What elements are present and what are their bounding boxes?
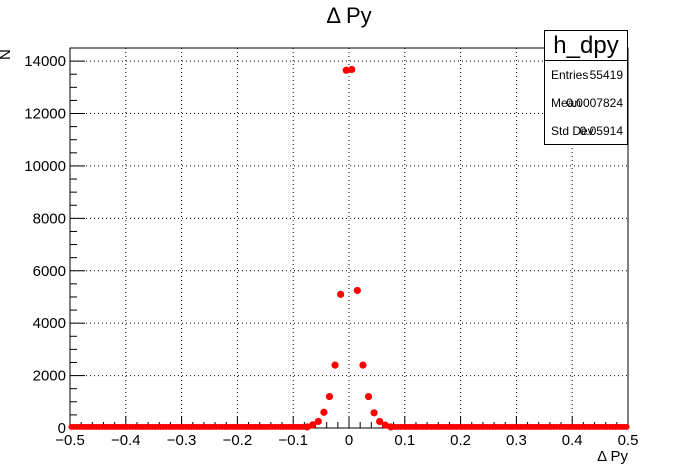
stats-stddev-value: 0.05914 [579, 124, 623, 138]
stats-entries-label: Entries [551, 68, 589, 82]
data-point [387, 423, 395, 431]
y-tick-label: 2000 [33, 368, 66, 385]
x-tick-label: 0.5 [618, 432, 639, 449]
data-point [337, 290, 345, 298]
stats-mean-label: Mean [551, 96, 582, 110]
stats-box: h_dpy Entries 55419 Mean 0.0007824 Std D… [544, 30, 628, 145]
data-points [68, 65, 630, 431]
stats-title: h_dpy [545, 31, 627, 61]
y-tick-label: 0 [58, 420, 66, 437]
data-point [314, 417, 322, 426]
x-tick-label: −0.5 [55, 432, 85, 449]
data-point [309, 421, 317, 429]
x-tick-label: 0.2 [450, 432, 471, 449]
x-tick-label: 0.4 [562, 432, 583, 449]
x-tick-label: −0.1 [278, 432, 308, 449]
y-tick-label: 10000 [24, 158, 66, 175]
data-point [381, 421, 389, 429]
data-point [303, 423, 311, 431]
stats-entries-value: 55419 [589, 68, 623, 82]
x-axis: −0.5 −0.4 −0.3 −0.2 −0.1 0 0.1 0.2 0.3 0.4 0.5 [55, 416, 638, 449]
y-axis-title: N [0, 49, 14, 60]
x-axis-title: Δ Py [597, 448, 628, 465]
data-point [342, 66, 350, 74]
stats-row-stddev: Std Dev 0.05914 [545, 117, 627, 145]
x-tick-label: 0.1 [394, 432, 415, 449]
stats-row-mean: Mean 0.0007824 [545, 89, 627, 117]
data-point [348, 65, 356, 74]
x-tick-label: 0.3 [506, 432, 527, 449]
data-point [364, 392, 373, 401]
y-tick-label: 12000 [24, 106, 66, 123]
data-point [331, 361, 339, 369]
grid-lines [70, 48, 628, 428]
data-point [320, 408, 328, 416]
data-point [359, 361, 367, 369]
y-tick-label: 6000 [33, 263, 66, 280]
y-tick-label: 14000 [24, 53, 66, 70]
x-tick-label: −0.2 [223, 432, 253, 449]
y-tick-label: 8000 [33, 210, 66, 227]
x-tick-label: 0 [345, 432, 353, 449]
data-point [325, 392, 334, 401]
x-tick-label: −0.4 [111, 432, 141, 449]
data-point [353, 286, 361, 295]
data-point [370, 409, 378, 417]
x-tick-label: −0.3 [167, 432, 197, 449]
y-tick-label: 4000 [33, 315, 66, 332]
chart-title: Δ Py [326, 3, 371, 28]
data-point [376, 417, 384, 426]
y-axis: 0 2000 4000 6000 8000 10000 12000 14000 [24, 47, 85, 437]
stats-stddev-label: Std Dev [551, 124, 594, 138]
stats-row-entries: Entries 55419 [545, 61, 627, 89]
stats-mean-value: 0.0007824 [566, 96, 623, 110]
baseline-point [623, 423, 630, 430]
